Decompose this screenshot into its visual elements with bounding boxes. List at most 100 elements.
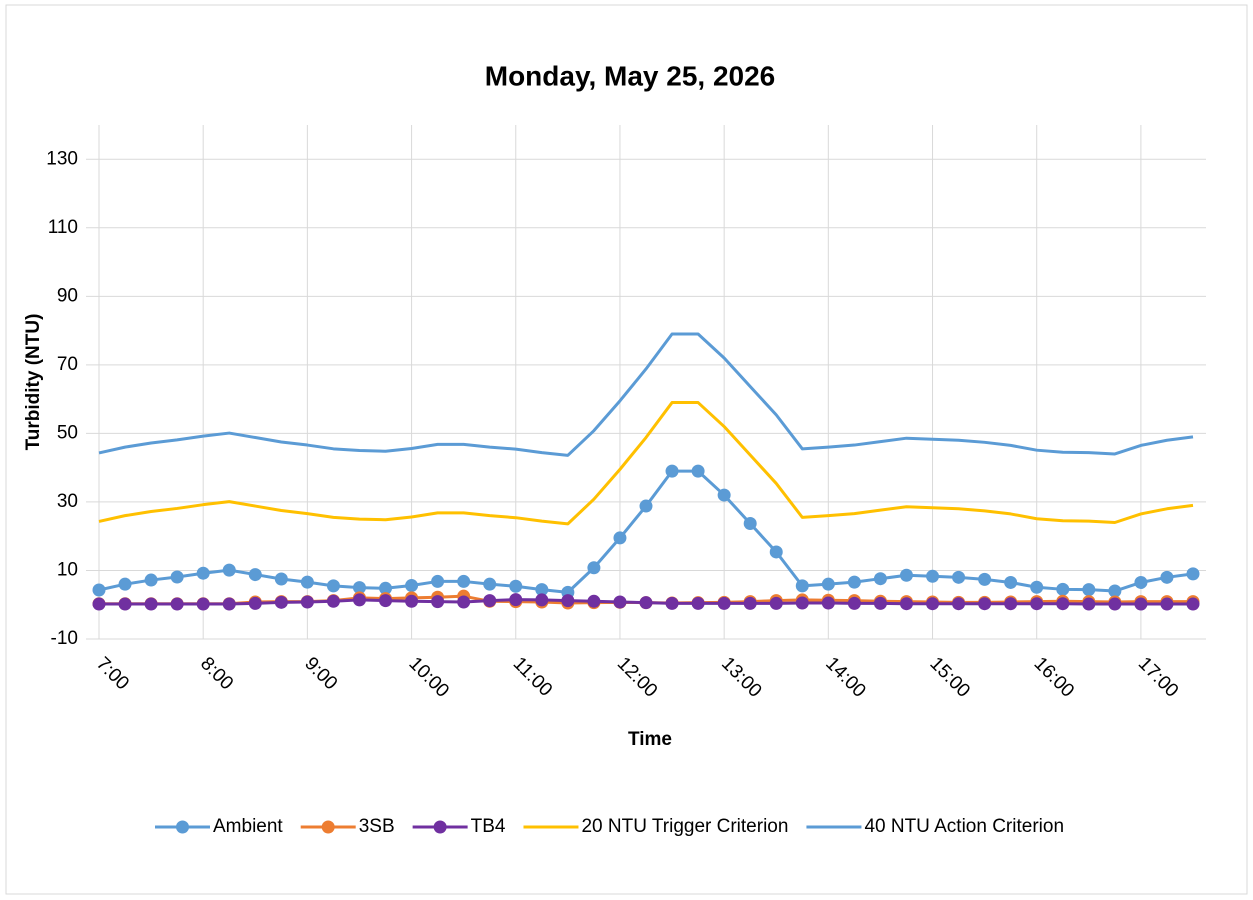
data-point [821, 577, 835, 591]
data-point [691, 464, 705, 478]
data-point [1056, 582, 1070, 596]
data-point [561, 594, 575, 608]
data-point [1004, 597, 1018, 611]
y-tick-label: 110 [48, 217, 78, 238]
data-point [535, 593, 549, 607]
data-point [405, 594, 419, 608]
data-point [248, 568, 262, 582]
data-point [483, 594, 497, 608]
series-line [98, 332, 1194, 457]
data-point [926, 569, 940, 583]
data-point [743, 596, 757, 610]
data-point [326, 579, 340, 593]
data-point [509, 593, 523, 607]
data-point [352, 593, 366, 607]
data-point [665, 464, 679, 478]
data-point [795, 579, 809, 593]
data-point [1030, 580, 1044, 594]
data-point [1160, 570, 1174, 584]
data-point [118, 597, 132, 611]
data-point [457, 574, 471, 588]
data-point [300, 595, 314, 609]
data-point [1056, 597, 1070, 611]
y-tick-label: -10 [51, 628, 78, 649]
data-point [717, 488, 731, 502]
data-point [274, 572, 288, 586]
data-point [118, 577, 132, 591]
data-point [1108, 584, 1122, 598]
data-point [92, 583, 106, 597]
data-point [248, 596, 262, 610]
data-point [978, 597, 992, 611]
data-point [1160, 597, 1174, 611]
data-point [222, 563, 236, 577]
data-point [1134, 597, 1148, 611]
data-point [457, 595, 471, 609]
chart-border [5, 4, 1248, 895]
data-point [691, 596, 705, 610]
data-point [587, 561, 601, 575]
data-point [613, 531, 627, 545]
legend-marker [433, 820, 447, 834]
data-point [483, 577, 497, 591]
legend-label: 40 NTU Action Criterion [864, 816, 1064, 837]
y-tick-label: 90 [57, 285, 78, 306]
data-point [431, 574, 445, 588]
data-point [222, 597, 236, 611]
data-point [535, 583, 549, 597]
series-line [98, 401, 1194, 526]
data-point [170, 597, 184, 611]
data-point [379, 594, 393, 608]
data-point [1186, 567, 1200, 581]
data-point [144, 597, 158, 611]
legend-marker [321, 820, 335, 834]
data-point [847, 596, 861, 610]
data-point [300, 575, 314, 589]
data-point [613, 595, 627, 609]
data-point [587, 594, 601, 608]
data-point [795, 596, 809, 610]
data-point [1082, 583, 1096, 597]
data-point [952, 597, 966, 611]
data-point [509, 579, 523, 593]
data-point [926, 597, 940, 611]
y-tick-label: 130 [46, 148, 78, 169]
data-point [769, 596, 783, 610]
data-point [1082, 597, 1096, 611]
legend-label: TB4 [471, 816, 506, 837]
data-point [326, 594, 340, 608]
data-point [873, 596, 887, 610]
data-point [639, 499, 653, 513]
data-point [170, 570, 184, 584]
data-point [665, 596, 679, 610]
data-point [639, 596, 653, 610]
data-point [978, 572, 992, 586]
x-axis-label: Time [628, 729, 672, 750]
data-point [769, 545, 783, 559]
data-point [352, 581, 366, 595]
data-point [1108, 597, 1122, 611]
data-point [743, 517, 757, 531]
data-point [431, 595, 445, 609]
legend-label: 20 NTU Trigger Criterion [581, 816, 788, 837]
data-point [873, 572, 887, 586]
y-axis-label: Turbidity (NTU) [23, 314, 44, 451]
data-point [92, 597, 106, 611]
y-tick-label: 10 [57, 559, 78, 580]
chart-title: Monday, May 25, 2026 [485, 60, 776, 91]
data-point [1134, 575, 1148, 589]
y-tick-label: 30 [57, 491, 78, 512]
data-point [899, 568, 913, 582]
data-point [821, 596, 835, 610]
data-point [952, 570, 966, 584]
data-point [196, 597, 210, 611]
data-point [717, 596, 731, 610]
data-point [274, 595, 288, 609]
data-point [196, 566, 210, 580]
data-point [899, 597, 913, 611]
y-tick-label: 50 [57, 422, 78, 443]
legend-marker [176, 820, 189, 834]
data-point [405, 579, 419, 593]
legend-label: 3SB [359, 816, 395, 837]
